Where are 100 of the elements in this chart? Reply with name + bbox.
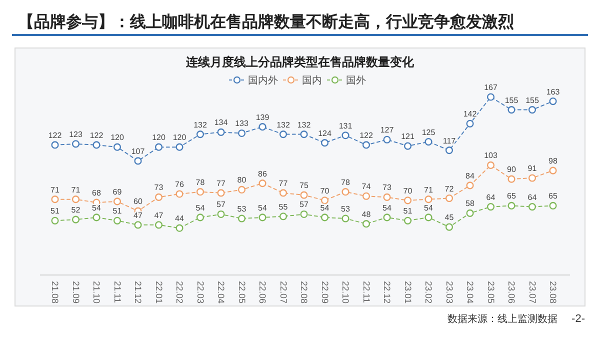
point (279, 212, 288, 220)
data-label: 51 (50, 206, 60, 216)
point (134, 221, 142, 229)
point (528, 202, 536, 211)
data-label: 48 (362, 210, 372, 219)
x-tick-label: 23.05 (486, 281, 496, 304)
point (424, 214, 432, 222)
point (549, 166, 557, 174)
data-label: 54 (424, 203, 434, 212)
data-label: 125 (422, 128, 436, 137)
data-label: 64 (486, 192, 496, 202)
point (258, 123, 266, 131)
x-tick-label: 21.10 (92, 281, 102, 304)
legend-label: 国内外 (248, 74, 278, 86)
data-label: 155 (504, 96, 519, 105)
legend-label: 国外 (346, 76, 366, 86)
point (279, 189, 288, 197)
data-label: 54 (92, 203, 102, 212)
point (92, 141, 100, 149)
data-label: 131 (338, 121, 353, 130)
x-tick-label: 22.02 (174, 281, 184, 304)
point (238, 186, 246, 194)
point (320, 139, 329, 147)
point (486, 202, 495, 211)
x-tick-label: 22.04 (216, 281, 226, 304)
point (196, 188, 204, 196)
point (508, 175, 516, 183)
data-label: 53 (341, 204, 350, 214)
x-tick-label: 23.04 (465, 281, 475, 304)
point (342, 188, 350, 196)
point (113, 198, 122, 206)
point (154, 193, 163, 201)
data-label: 51 (403, 206, 413, 216)
data-label: 75 (300, 181, 309, 190)
data-label: 98 (548, 156, 558, 166)
point (424, 138, 432, 146)
data-label: 120 (172, 133, 187, 142)
x-tick-label: 21.09 (70, 281, 81, 304)
point (486, 93, 495, 101)
point (300, 210, 308, 218)
point (72, 196, 80, 204)
point (342, 132, 350, 140)
point (383, 214, 391, 222)
data-label: 78 (196, 178, 206, 187)
point (466, 209, 474, 217)
point (92, 214, 100, 222)
data-label: 70 (320, 186, 330, 196)
source-note: 数据来源：线上监测数据 (448, 313, 558, 325)
data-label: 122 (48, 130, 62, 140)
point (154, 143, 163, 151)
point (362, 192, 370, 200)
point (176, 143, 184, 151)
point (445, 223, 454, 231)
point (134, 157, 142, 165)
point (320, 196, 329, 204)
point (154, 221, 163, 229)
data-label: 65 (548, 192, 558, 201)
point (404, 142, 412, 150)
point (196, 130, 204, 138)
point (362, 141, 370, 149)
x-tick-label: 22.12 (382, 281, 392, 304)
data-label: 74 (362, 182, 372, 192)
data-label: 120 (110, 133, 124, 142)
point (445, 194, 454, 202)
data-label: 122 (360, 130, 374, 140)
data-label: 139 (256, 112, 270, 122)
data-label: 71 (71, 185, 81, 194)
data-label: 58 (466, 199, 475, 208)
point (466, 182, 474, 190)
point (342, 214, 350, 222)
x-tick-label: 22.08 (299, 281, 309, 304)
data-label: 64 (528, 192, 538, 202)
x-tick-label: 23.06 (506, 281, 516, 304)
data-label: 72 (444, 184, 454, 194)
point (466, 120, 474, 128)
legend-label: 国内 (302, 74, 322, 86)
data-label: 73 (382, 183, 392, 192)
data-label: 132 (297, 120, 312, 130)
data-label: 70 (403, 186, 413, 196)
data-label: 84 (466, 171, 475, 180)
chart-title: 【品牌参与】：线上咖啡机在售品牌数量不断走高，行业竞争愈发激烈 (18, 12, 514, 31)
point (72, 216, 80, 224)
data-label: 71 (424, 185, 434, 194)
data-label: 127 (380, 126, 394, 135)
data-label: 55 (278, 202, 288, 212)
x-tick-label: 22.10 (340, 281, 350, 304)
point (238, 214, 246, 222)
data-label: 103 (484, 151, 498, 160)
x-tick-label: 22.09 (320, 281, 330, 304)
x-tick-label: 22.01 (154, 281, 164, 304)
data-label: 91 (528, 164, 538, 174)
x-tick-label: 21.11 (112, 281, 122, 303)
data-label: 163 (546, 87, 560, 96)
chart-subtitle: 连续月度线上分品牌类型在售品牌数量变化 (185, 55, 415, 69)
x-tick-label: 21.08 (50, 281, 60, 304)
point (176, 190, 184, 198)
data-label: 80 (237, 176, 247, 185)
point (217, 210, 225, 218)
x-tick-label: 22.03 (195, 281, 206, 304)
data-label: 77 (278, 178, 288, 188)
